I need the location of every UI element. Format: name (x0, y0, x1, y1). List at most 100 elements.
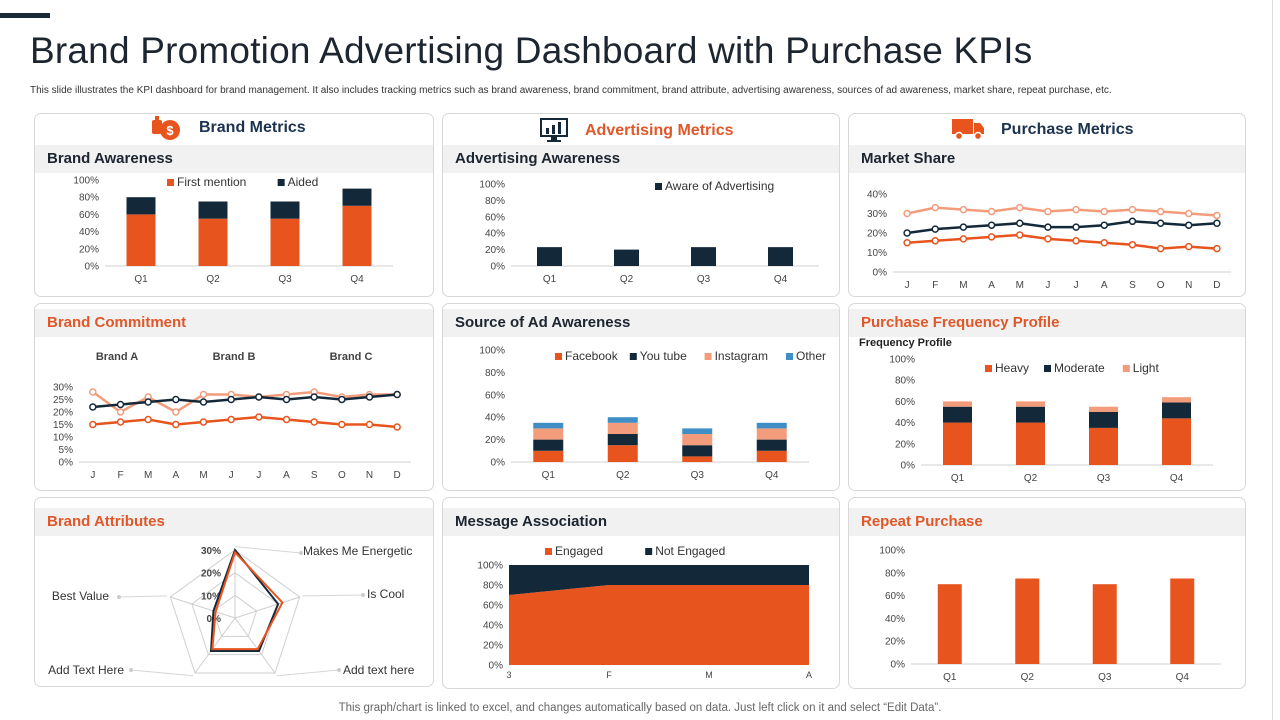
advertising-awareness-panel[interactable]: Advertising Metrics Advertising Awarenes… (442, 113, 840, 297)
purchase-frequency-chart: 100% 80% 60% 40% 20% 0% Q1 Q2 Q3 Q4 Heavy Moderate L… (859, 337, 1213, 484)
source_of_ad_awareness-legend-label: You tube (640, 349, 687, 363)
purchase-frequency-panel[interactable]: Purchase Frequency Profile 100% 80% 60% 40%… (848, 303, 1246, 491)
brand_awareness-legend-label: First mention (177, 175, 246, 189)
repeat-purchase-panel[interactable]: Repeat Purchase 100% 80% 60% 40% 20% 0% Q1 Q2 Q3… (848, 497, 1246, 689)
brand-commitment-panel[interactable]: Brand Commitment 30% 25% 20% 15% 10% 5% 0% J F M A… (34, 303, 434, 491)
purchase_frequency_profile-bar (1016, 406, 1045, 423)
market_share-series-line (906, 206, 1218, 217)
market_share-point (987, 221, 996, 229)
message_association-ytick: 100% (477, 561, 503, 572)
market_share-point (1185, 242, 1193, 251)
brand-attributes-leader (130, 669, 194, 677)
market_share-point (1128, 205, 1137, 214)
market_share-xtick: F (932, 280, 938, 291)
brand_commitment-ytick: 10% (53, 433, 73, 444)
brand-attributes-panel[interactable]: Brand Attributes 30% 20% 10% 0% Makes Me Ene… (34, 497, 434, 687)
market_share-point (903, 229, 911, 237)
market_share-ytick: 40% (867, 190, 887, 201)
source_of_ad_awareness-xtick: Q1 (542, 470, 556, 481)
brand-attributes-leader (276, 669, 340, 677)
purchase_frequency_profile-bar (1089, 427, 1118, 465)
brand-attributes-axis-label: Add text here (343, 663, 415, 677)
market_share-point (903, 239, 911, 247)
advertising_awareness-ytick: 40% (485, 229, 505, 240)
delivery-truck-icon (952, 119, 984, 141)
page-title: Brand Promotion Advertising Dashboard wi… (30, 30, 1033, 71)
purchase_frequency_profile-ytick: 60% (895, 397, 915, 408)
money-bag-icon: $ (152, 116, 180, 140)
purchase_frequency_profile-ytick: 40% (895, 418, 915, 429)
source_of_ad_awareness-bar (607, 422, 638, 434)
market_share-point (1044, 235, 1052, 243)
brand_commitment-point (393, 423, 401, 431)
brand-attributes-leader (118, 595, 168, 598)
source_of_ad_awareness-xtick: Q2 (616, 470, 630, 481)
repeat_purchase-xtick: Q2 (1021, 672, 1035, 683)
advertising_awareness-legend-swatch (655, 183, 662, 190)
source-ad-awareness-panel[interactable]: Source of Ad Awareness 100% 80% 60% 40% 20% 0… (442, 303, 840, 491)
source_of_ad_awareness-ytick: 20% (485, 435, 505, 446)
message_association-ytick: 20% (483, 641, 503, 652)
source_of_ad_awareness-legend-label: Other (796, 349, 826, 363)
purchase_frequency_profile-bar (1016, 422, 1045, 465)
brand_commitment-xtick: A (172, 470, 179, 481)
market_share-xtick: N (1185, 280, 1192, 291)
brand-awareness-panel[interactable]: $ Brand Metrics Brand Awareness 100% 80% 6… (34, 113, 434, 297)
source_of_ad_awareness-bar (756, 428, 787, 440)
market_share-point (1100, 221, 1108, 229)
brand-attributes-grid-ring (191, 572, 279, 656)
source_of_ad_awareness-ytick: 100% (479, 346, 505, 357)
brand_commitment-point (199, 390, 208, 399)
advertising_awareness-bar (537, 247, 562, 266)
repeat_purchase-ytick: 20% (885, 637, 905, 648)
advertising_awareness-xtick: Q3 (697, 274, 711, 285)
advertising_awareness-bar (614, 249, 639, 266)
brand_awareness-legend-label: Aided (288, 175, 319, 189)
message-association-panel[interactable]: Message Association 100% 80% 60% 40% 20% 0% 3 F… (442, 497, 840, 689)
brand_commitment-point (310, 393, 318, 401)
brand_commitment-series-line (92, 390, 398, 414)
purchase_frequency_profile-bar (1162, 402, 1191, 419)
market_share-point (1100, 207, 1108, 216)
market_share-xtick: O (1157, 280, 1165, 291)
source_of_ad_awareness-bar (682, 456, 713, 462)
brand_commitment-point (144, 398, 152, 406)
brand-attributes-spoke (234, 617, 276, 674)
market_share-ytick: 10% (867, 248, 887, 259)
footer-note: This graph/chart is linked to excel, and… (338, 702, 942, 714)
purchase_frequency_profile-bar (1089, 406, 1118, 412)
brand_awareness-ytick: 80% (79, 193, 99, 204)
source_of_ad_awareness-legend-swatch (555, 353, 562, 360)
brand_commitment-xtick: M (199, 470, 207, 481)
advertising_awareness-ytick: 60% (485, 212, 505, 223)
market_share-point (1100, 239, 1108, 247)
brand-attributes-series-line (211, 550, 284, 651)
market-share-panel[interactable]: Purchase Metrics Market Share 40% 30% 20% 1… (848, 113, 1246, 297)
brand_commitment-point (338, 395, 346, 404)
repeat_purchase-xtick: Q1 (943, 672, 957, 683)
market_share-point (931, 225, 939, 233)
brand_commitment-series-line (92, 393, 398, 409)
purchase_frequency_profile-ytick: 0% (901, 461, 916, 472)
repeat_purchase-bar (1170, 578, 1195, 664)
brand_commitment-xtick: J (90, 470, 95, 481)
market_share-series-line (906, 220, 1218, 235)
source_of_ad_awareness-bar (533, 422, 564, 429)
market_share-point (1072, 205, 1080, 214)
market_share-xtick: J (1045, 280, 1050, 291)
message-association-xtick: 3 (506, 670, 511, 680)
brand_commitment-point (393, 390, 401, 399)
brand_awareness-bar (342, 205, 372, 266)
source_of_ad_awareness-legend-swatch (786, 353, 793, 360)
market_share-point (987, 233, 996, 241)
repeat-purchase-title: Repeat Purchase (849, 508, 1245, 536)
source_of_ad_awareness-ytick: 60% (485, 390, 505, 401)
market_share-point (1213, 244, 1221, 253)
advertising_awareness-ytick: 20% (485, 245, 505, 256)
message_association-legend-label: Engaged (555, 544, 603, 558)
advertising_awareness-bar (768, 247, 793, 266)
brand-commitment-group-label: Brand B (213, 351, 256, 363)
purchase_frequency_profile-legend-label: Light (1133, 361, 1160, 375)
source_of_ad_awareness-bar (756, 439, 787, 451)
message_association-legend-swatch (645, 548, 653, 555)
